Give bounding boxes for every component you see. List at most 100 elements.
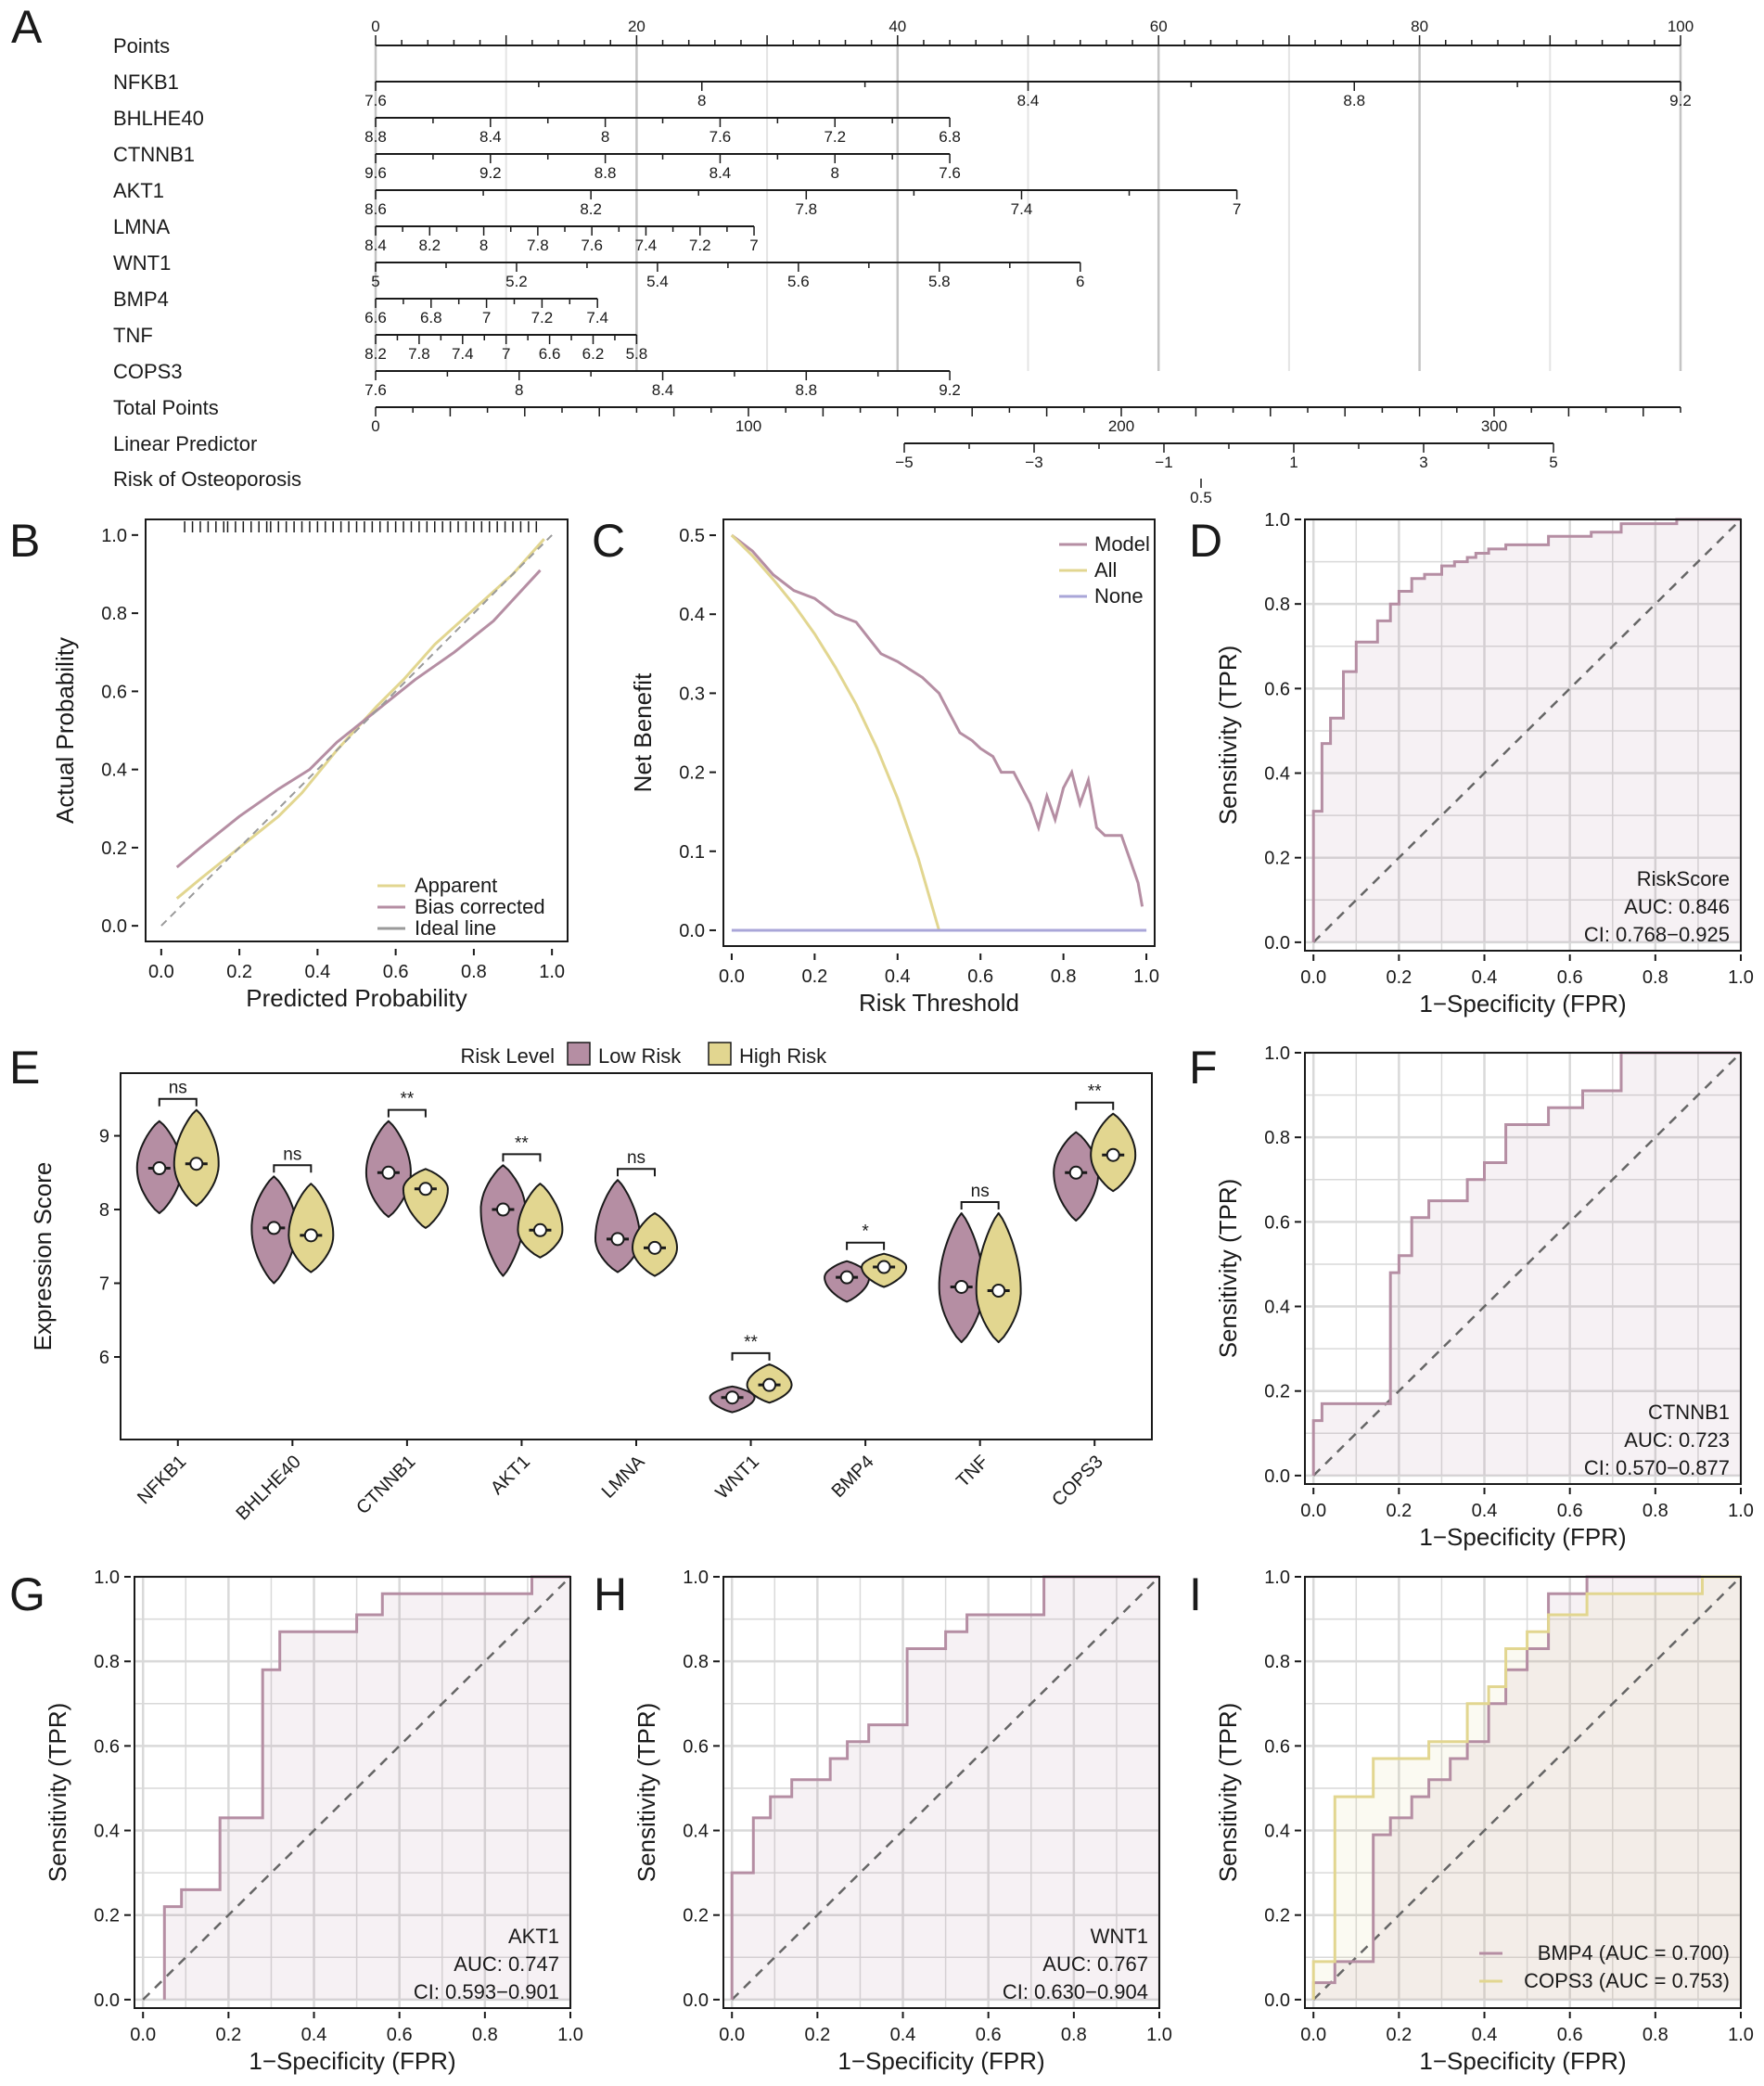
nomogram-tick-label: 7.2 [824, 128, 846, 146]
significance-bracket [158, 1097, 198, 1107]
panel-label-e: E [9, 1042, 40, 1094]
nomogram-tick-label: 8.2 [364, 345, 387, 363]
panel-label-b: B [9, 515, 40, 567]
nomogram-tick-label: 7.4 [452, 345, 474, 363]
y-tick-label: 7 [99, 1274, 109, 1295]
x-tick-label: 0.2 [1386, 1501, 1412, 1521]
roc-curve [1311, 1575, 1741, 2000]
nomogram-tick-label: 6.6 [539, 345, 561, 363]
nomogram-tick-label: 8.8 [795, 381, 817, 399]
y-tick-label: 9 [99, 1127, 109, 1147]
y-axis-title: Actual Probability [51, 637, 79, 824]
y-tick-label: 0.2 [1264, 849, 1290, 869]
significance-bracket [1075, 1101, 1115, 1110]
x-tick-label: 0.6 [1557, 1501, 1583, 1521]
x-tick-label: 0.4 [1472, 2025, 1498, 2045]
y-tick-label: 0.6 [94, 1736, 120, 1757]
panel-label-g: G [9, 1568, 45, 1620]
y-tick-label: 6 [99, 1348, 109, 1368]
nomogram-tick-label: 100 [735, 417, 761, 435]
significance-label: ** [744, 1333, 758, 1352]
dca-line-model [730, 533, 1144, 907]
x-tick-label: 0.2 [215, 2025, 241, 2045]
legend-title: Risk Level [461, 1044, 555, 1068]
y-tick-label: 0.0 [1264, 1990, 1290, 2011]
nomogram-row-label: AKT1 [113, 179, 164, 202]
nomogram-row-label: BHLHE40 [113, 107, 204, 130]
reference-diagonal [1312, 1576, 1742, 2001]
y-tick-label: 8 [99, 1200, 109, 1221]
significance-label: ** [400, 1090, 414, 1109]
x-tick-label: 0.8 [1051, 966, 1077, 987]
x-tick-label: TNF [952, 1452, 992, 1491]
legend-swatch [567, 1042, 591, 1066]
y-tick-label: 0.6 [1264, 1736, 1290, 1757]
significance-label: ns [971, 1182, 990, 1201]
calibration-line-apparent [175, 538, 545, 900]
significance-bracket [617, 1168, 656, 1177]
nomogram-tick-label: −3 [1025, 454, 1042, 471]
nomogram-tick-label: 8 [697, 92, 706, 109]
x-tick-label: 1.0 [1728, 967, 1754, 988]
y-axis-title: Sensitivity (TPR) [44, 1703, 71, 1883]
x-axis-title: 1−Specificity (FPR) [1419, 990, 1626, 1017]
nomogram-tick-label: 5.4 [646, 273, 669, 290]
y-tick-label: 0.8 [1264, 1652, 1290, 1672]
legend-label: BMP4 (AUC = 0.700) [1538, 1941, 1730, 1964]
nomogram-tick-label: 8 [831, 164, 839, 182]
x-tick-label: 0.4 [890, 2025, 916, 2045]
violin-high-risk [517, 1183, 564, 1259]
x-axis-title: Risk Threshold [859, 989, 1019, 1017]
nomogram-tick-label: 8 [479, 237, 488, 254]
reference-diagonal [142, 1576, 571, 2001]
roc-model-label: AKT1 [508, 1925, 559, 1948]
calibration-line-ideal-line [160, 534, 553, 927]
panel-label-h: H [594, 1568, 627, 1620]
x-tick-label: 0.0 [148, 962, 174, 982]
points-tick-label: 20 [628, 18, 646, 35]
violin-median-point [266, 1221, 281, 1235]
y-tick-label: 0.1 [679, 842, 705, 863]
y-tick-label: 0.2 [679, 763, 705, 784]
violin-median-point [418, 1182, 433, 1197]
x-tick-label: COPS3 [1048, 1452, 1107, 1511]
y-tick-label: 0.0 [101, 916, 127, 937]
nomogram-tick-label: 8.4 [364, 237, 387, 254]
panel-label-d: D [1189, 515, 1222, 567]
x-tick-label: 0.0 [719, 966, 745, 987]
x-tick-label: 0.8 [472, 2025, 498, 2045]
nomogram-tick-label: 8.4 [1017, 92, 1040, 109]
nomogram-row-label: LMNA [113, 215, 170, 238]
x-tick-label: 1.0 [1133, 966, 1159, 987]
plot-border [1304, 1052, 1742, 1485]
y-tick-label: 0.2 [1264, 1906, 1290, 1926]
roc-ci-label: CI: 0.570−0.877 [1584, 1456, 1730, 1479]
legend-label: Ideal line [415, 916, 496, 940]
significance-label: * [862, 1222, 869, 1242]
plot-border [1304, 518, 1742, 952]
y-axis-title: Sensitivity (TPR) [1214, 1179, 1242, 1359]
nomogram-row-label: Risk of Osteoporosis [113, 467, 301, 491]
roc-model-label: CTNNB1 [1648, 1401, 1730, 1424]
y-tick-label: 0.0 [94, 1990, 120, 2011]
nomogram-tick-label: −1 [1155, 454, 1172, 471]
significance-label: ns [169, 1079, 187, 1098]
x-tick-label: 0.4 [304, 962, 330, 982]
nomogram-tick-label: 200 [1108, 417, 1134, 435]
violin-median-point [303, 1228, 318, 1243]
nomogram-tick-label: 8 [601, 128, 609, 146]
x-axis-title: 1−Specificity (FPR) [249, 2047, 455, 2075]
significance-label: ns [283, 1145, 301, 1164]
nomogram-tick-label: 7.6 [709, 128, 732, 146]
y-tick-label: 1.0 [101, 526, 127, 546]
nomogram-tick-label: 8.2 [580, 200, 602, 218]
violin-median-point [647, 1240, 662, 1255]
nomogram-row-label: WNT1 [113, 251, 171, 275]
legend-label: Model [1094, 532, 1150, 556]
nomogram-row-label: Total Points [113, 396, 219, 419]
y-tick-label: 0.4 [1264, 1822, 1290, 1842]
x-tick-label: 0.2 [801, 966, 827, 987]
significance-bracket [960, 1201, 1000, 1210]
violin-high-risk [288, 1183, 335, 1273]
y-tick-label: 0.4 [683, 1822, 709, 1842]
